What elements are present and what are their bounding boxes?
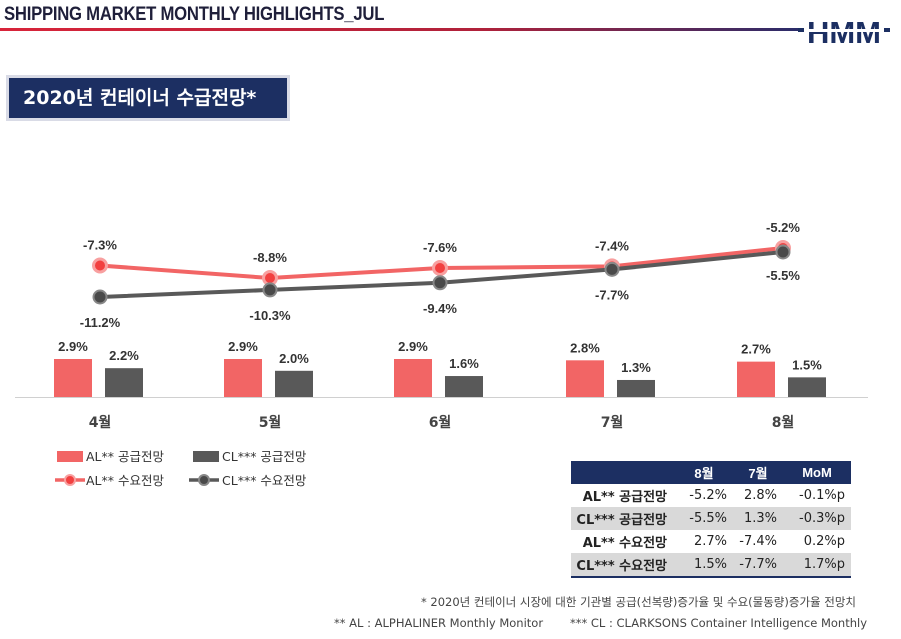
x-tick-label: 4월	[89, 414, 112, 431]
al-supply-label: 2.8%	[570, 340, 600, 355]
cl-demand-label: -7.7%	[595, 287, 629, 302]
al-demand-label: -5.2%	[766, 220, 800, 235]
al-supply-bar	[224, 359, 262, 397]
cell-aug: 1.5%	[675, 553, 733, 578]
cell-aug: -5.2%	[689, 488, 727, 503]
forecast-table: 8월 7월 MoM AL** 공급전망 -5.2% 2.8% -0.1%p CL…	[571, 461, 851, 578]
row-label: CL*** 공급전망	[571, 507, 675, 530]
cl-demand-label: -5.5%	[766, 268, 800, 283]
row-label: CL*** 수요전망	[571, 553, 675, 578]
al-demand-label: -7.4%	[595, 238, 629, 253]
al-demand-label: -7.3%	[83, 238, 117, 253]
table-header-row: 8월 7월 MoM	[571, 461, 851, 484]
x-tick-label: 8월	[772, 414, 795, 431]
al-demand-label: -7.6%	[423, 240, 457, 255]
cl-supply-bar	[445, 376, 483, 397]
al-supply-bar	[394, 359, 432, 397]
report-title: SHIPPING MARKET MONTHLY HIGHLIGHTS_JUL	[4, 4, 385, 25]
footnote-alphaliner: ** AL : ALPHALINER Monthly Monitor	[334, 616, 544, 630]
cell-mom: 1.7%p	[783, 553, 851, 578]
cl-demand-point	[775, 244, 791, 260]
cell-mom: 0.2%p	[803, 534, 845, 549]
table-row: CL*** 공급전망 -5.5% 1.3% -0.3%p	[571, 507, 851, 530]
x-tick-label: 5월	[259, 414, 282, 431]
table-header-cell: 8월	[675, 461, 733, 484]
al-supply-bar	[566, 360, 604, 397]
table-row: AL** 공급전망 -5.2% 2.8% -0.1%p	[571, 484, 851, 507]
section-badge-title: 2020년 컨테이너 수급전망*	[9, 78, 287, 118]
legend-cl-demand-marker	[198, 474, 210, 486]
al-demand-label: -8.8%	[253, 250, 287, 265]
cl-supply-bar	[105, 368, 143, 397]
hmm-logo: HMM	[798, 15, 890, 48]
table-header-cell: MoM	[783, 461, 851, 484]
legend-al-supply-label: AL** 공급전망	[86, 449, 164, 464]
cl-supply-bar	[617, 379, 655, 397]
header-rule	[0, 28, 800, 31]
legend-cl-supply-swatch	[193, 451, 219, 462]
cell-mom: -0.3%p	[783, 507, 851, 530]
legend-al-demand-marker	[64, 474, 76, 486]
legend-cl-supply-label: CL*** 공급전망	[222, 449, 307, 464]
legend-al-demand-label: AL** 수요전망	[86, 473, 164, 488]
al-demand-point	[92, 257, 108, 274]
cl-supply-bar	[788, 377, 826, 397]
cell-aug: -5.5%	[675, 507, 733, 530]
cell-mom: -0.1%p	[799, 488, 845, 503]
cell-jul: 2.8%	[743, 488, 777, 503]
table-row: CL*** 수요전망 1.5% -7.7% 1.7%p	[571, 553, 851, 578]
cl-supply-label: 2.0%	[279, 351, 309, 366]
cl-supply-label: 1.5%	[792, 357, 822, 372]
cl-demand-point	[262, 282, 278, 298]
cl-demand-point	[92, 289, 108, 305]
cl-demand-label: -9.4%	[423, 301, 457, 316]
cl-supply-label: 1.6%	[449, 356, 479, 371]
x-tick-label: 7월	[601, 414, 624, 431]
al-supply-bar	[737, 361, 775, 397]
section-badge: 2020년 컨테이너 수급전망*	[6, 75, 290, 121]
footnote-definition: * 2020년 컨테이너 시장에 대한 기관별 공급(선복량)증가율 및 수요(…	[421, 595, 856, 609]
table-header-cell: 7월	[733, 461, 783, 484]
table-row: AL** 수요전망 2.7% -7.4% 0.2%p	[571, 530, 851, 553]
cl-supply-label: 1.3%	[621, 360, 651, 375]
al-supply-label: 2.9%	[228, 339, 258, 354]
cell-jul: 1.3%	[733, 507, 783, 530]
cl-demand-label: -11.2%	[80, 315, 121, 330]
x-tick-label: 6월	[429, 414, 452, 431]
al-supply-bar	[54, 359, 92, 397]
cell-jul: -7.7%	[733, 553, 783, 578]
cl-demand-label: -10.3%	[249, 308, 291, 323]
cl-supply-label: 2.2%	[109, 348, 139, 363]
footnote-clarksons: *** CL : CLARKSONS Container Intelligenc…	[570, 616, 868, 630]
row-label: AL** 공급전망	[582, 490, 667, 505]
cl-supply-bar	[275, 370, 313, 397]
row-label: AL** 수요전망	[582, 536, 667, 551]
al-supply-label: 2.7%	[741, 342, 771, 357]
cl-demand-point	[604, 261, 620, 277]
cell-aug: 2.7%	[693, 534, 727, 549]
al-demand-point	[432, 260, 448, 276]
al-supply-label: 2.9%	[58, 339, 88, 354]
legend-al-supply-swatch	[57, 451, 83, 462]
legend-cl-demand-label: CL*** 수요전망	[222, 473, 307, 488]
cell-jul: -7.4%	[739, 534, 777, 549]
table-header-cell	[571, 461, 675, 484]
al-supply-label: 2.9%	[398, 339, 428, 354]
cl-demand-point	[432, 275, 448, 291]
